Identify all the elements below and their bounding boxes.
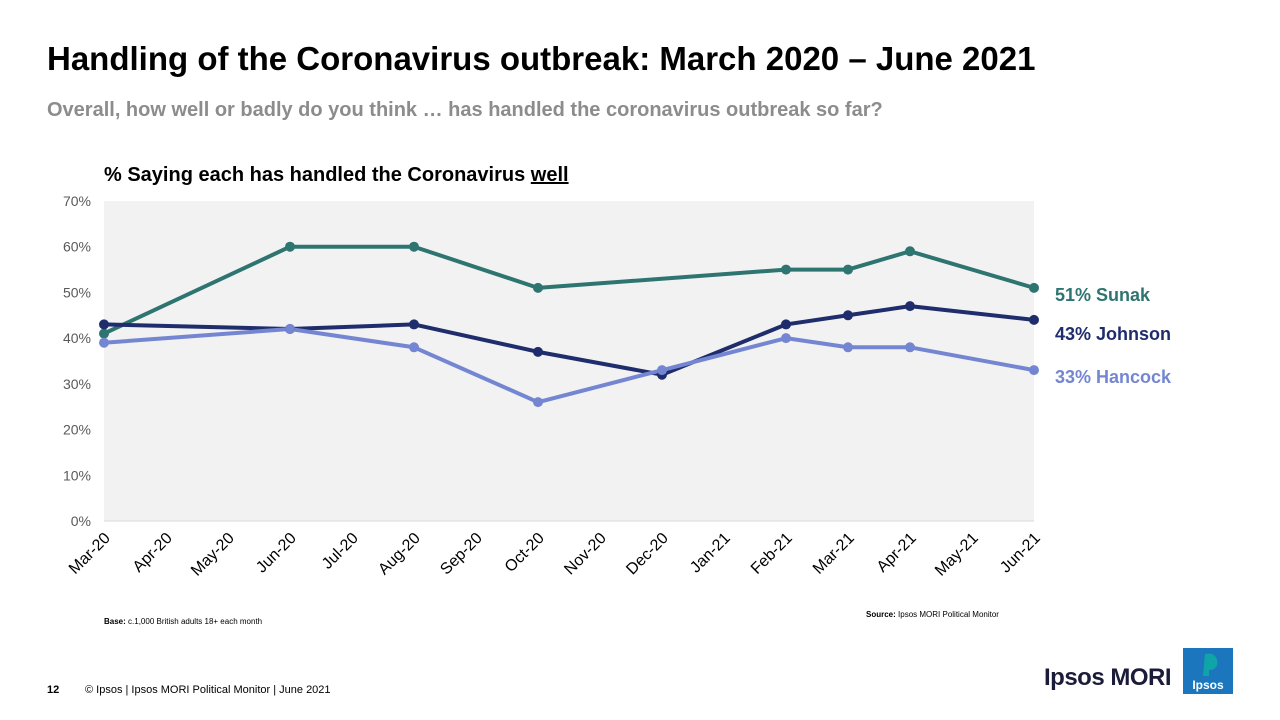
series-points <box>99 241 1039 408</box>
base-note-text: c.1,000 British adults 18+ each month <box>128 617 263 626</box>
logo-text: Ipsos <box>1192 678 1224 692</box>
x-tick-label: Nov-20 <box>561 530 610 579</box>
data-point-hancock <box>99 337 109 348</box>
x-tick-label: Jan-21 <box>687 530 734 577</box>
ipsos-logo-icon: Ipsos <box>1183 648 1233 694</box>
x-tick-label: Jun-20 <box>253 530 300 577</box>
x-tick-label: Mar-20 <box>66 530 114 578</box>
x-tick-label: May-21 <box>932 530 982 580</box>
page-number: 12 <box>47 684 60 696</box>
y-tick-label: 10% <box>63 467 91 483</box>
data-point-johnson <box>409 319 419 330</box>
data-point-sunak <box>285 241 295 252</box>
base-note-label: Base: <box>104 617 126 626</box>
x-axis: Mar-20 Apr-20 May-20 Jun-20 Jul-20 Aug-20 Sep-… <box>66 520 1044 580</box>
logo-accent-shape <box>1203 653 1218 676</box>
series-line-sunak <box>103 244 1035 336</box>
series-label-hancock: 33% Hancock <box>1055 367 1172 387</box>
chart-title: % Saying each has handled the Coronaviru… <box>104 164 569 187</box>
y-tick-label: 20% <box>63 422 91 438</box>
x-tick-label: Jun-21 <box>997 530 1044 577</box>
data-point-sunak <box>843 264 853 275</box>
x-tick-label: Feb-21 <box>748 530 796 578</box>
data-point-johnson <box>99 319 109 330</box>
data-point-hancock <box>285 324 295 334</box>
y-tick-label: 60% <box>63 239 91 255</box>
page-title: Handling of the Coronavirus outbreak: Ma… <box>47 40 1036 77</box>
y-tick-label: 40% <box>63 330 91 346</box>
data-point-johnson <box>843 310 853 321</box>
brand-wordmark: Ipsos MORI <box>1044 664 1172 691</box>
y-tick-label: 70% <box>63 193 91 209</box>
source-note-label: Source: <box>866 610 896 619</box>
x-tick-label: Mar-21 <box>810 530 858 578</box>
x-tick-label: Jul-20 <box>319 530 362 573</box>
x-tick-label: Apr-21 <box>874 530 920 576</box>
x-tick-label: Oct-20 <box>502 530 548 576</box>
data-point-hancock <box>781 333 791 344</box>
series-labels: 51% Sunak 43% Johnson 33% Hancock <box>1055 285 1172 387</box>
data-point-johnson <box>1029 314 1039 325</box>
y-axis: 0% 10% 20% 30% 40% 50% 60% 70% <box>63 193 91 529</box>
y-tick-label: 50% <box>63 284 91 300</box>
data-point-sunak <box>409 241 419 252</box>
data-point-sunak <box>781 264 791 275</box>
data-point-hancock <box>533 397 543 408</box>
data-point-johnson <box>533 346 543 357</box>
data-point-sunak <box>99 328 109 339</box>
data-point-hancock <box>1029 365 1039 376</box>
base-note: Base: c.1,000 British adults 18+ each mo… <box>104 617 262 626</box>
x-tick-label: Apr-20 <box>130 530 176 576</box>
source-note: Source: Ipsos MORI Political Monitor <box>866 610 999 619</box>
data-point-sunak <box>905 246 915 257</box>
x-tick-label: Aug-20 <box>375 530 424 579</box>
x-tick-label: May-20 <box>188 530 238 580</box>
data-point-hancock <box>843 342 853 353</box>
x-tick-label: Dec-20 <box>623 530 672 579</box>
page-subtitle: Overall, how well or badly do you think … <box>47 99 883 121</box>
source-note-text: Ipsos MORI Political Monitor <box>898 610 999 619</box>
series-label-sunak: 51% Sunak <box>1055 285 1151 305</box>
x-tick-label: Sep-20 <box>437 530 486 579</box>
data-point-hancock <box>657 365 667 376</box>
series-label-johnson: 43% Johnson <box>1055 324 1171 344</box>
data-point-johnson <box>905 301 915 312</box>
data-point-hancock <box>409 342 419 353</box>
data-point-sunak <box>1029 282 1039 293</box>
data-point-sunak <box>533 282 543 293</box>
chart-title-prefix: % Saying each has handled the Coronaviru… <box>104 164 531 186</box>
plot-area <box>104 201 1034 521</box>
footer-copyright: © Ipsos | Ipsos MORI Political Monitor |… <box>85 684 331 696</box>
y-tick-label: 0% <box>71 513 91 529</box>
data-point-johnson <box>781 319 791 330</box>
y-tick-label: 30% <box>63 376 91 392</box>
chart-title-emphasis: well <box>530 164 569 186</box>
data-point-hancock <box>905 342 915 353</box>
